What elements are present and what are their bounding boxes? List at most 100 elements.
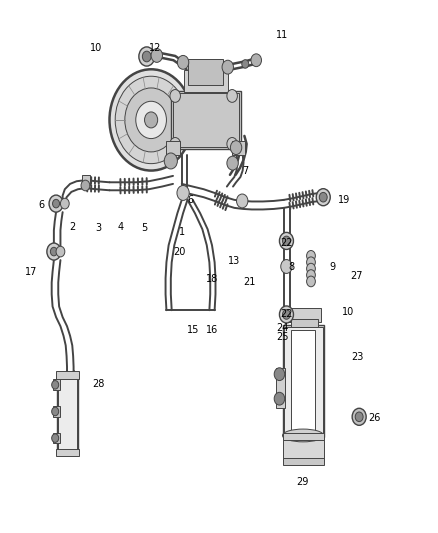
Text: 26: 26: [368, 414, 381, 423]
Text: 1: 1: [179, 227, 185, 237]
Text: 27: 27: [351, 271, 363, 280]
Bar: [288, 308, 321, 322]
Bar: [58, 378, 77, 453]
Circle shape: [151, 49, 162, 62]
Bar: [284, 327, 323, 435]
Circle shape: [60, 198, 69, 209]
Circle shape: [52, 407, 59, 416]
Text: 29: 29: [296, 478, 308, 487]
Bar: [173, 93, 239, 147]
Circle shape: [316, 189, 330, 206]
Circle shape: [53, 199, 60, 208]
Circle shape: [307, 276, 315, 287]
Bar: [291, 330, 315, 434]
Bar: [53, 379, 60, 390]
Text: 17: 17: [25, 267, 37, 277]
Circle shape: [227, 90, 237, 102]
Bar: [283, 458, 324, 465]
Circle shape: [355, 412, 363, 422]
Circle shape: [307, 251, 315, 261]
Circle shape: [177, 55, 189, 69]
Ellipse shape: [125, 88, 177, 152]
Circle shape: [251, 54, 261, 67]
Ellipse shape: [136, 101, 166, 139]
Text: 6: 6: [39, 200, 45, 210]
Circle shape: [279, 306, 293, 323]
Circle shape: [222, 60, 233, 74]
Bar: [188, 59, 223, 85]
Circle shape: [281, 260, 292, 273]
Text: 10: 10: [90, 43, 102, 53]
Text: 21: 21: [244, 278, 256, 287]
Text: 15: 15: [187, 326, 199, 335]
Bar: [57, 377, 78, 454]
Circle shape: [227, 156, 238, 170]
Bar: [184, 70, 228, 92]
Bar: [56, 449, 79, 456]
Text: 6: 6: [187, 195, 194, 205]
Text: 23: 23: [351, 352, 363, 362]
Text: 2: 2: [69, 222, 75, 231]
Bar: [291, 319, 318, 327]
Text: 25: 25: [276, 332, 289, 342]
Circle shape: [242, 60, 249, 68]
Text: 20: 20: [173, 247, 186, 257]
Text: 28: 28: [92, 379, 105, 389]
Circle shape: [227, 138, 237, 150]
Text: 18: 18: [206, 274, 219, 284]
Circle shape: [274, 368, 285, 381]
Circle shape: [279, 232, 293, 249]
Ellipse shape: [115, 76, 187, 164]
Circle shape: [319, 192, 327, 202]
Bar: [171, 91, 241, 149]
Text: 4: 4: [117, 222, 124, 231]
Bar: [232, 141, 245, 155]
Circle shape: [47, 243, 61, 260]
Text: 11: 11: [276, 30, 289, 39]
Text: 13: 13: [228, 256, 240, 266]
Text: 3: 3: [95, 223, 102, 233]
Circle shape: [307, 257, 315, 268]
Text: 22: 22: [281, 310, 293, 319]
Text: 22: 22: [281, 238, 293, 247]
Circle shape: [307, 270, 315, 280]
Text: 8: 8: [288, 262, 294, 271]
Text: 9: 9: [330, 262, 336, 271]
Circle shape: [81, 180, 90, 191]
Circle shape: [139, 47, 155, 66]
Circle shape: [164, 153, 177, 169]
Circle shape: [170, 90, 180, 102]
Bar: [276, 368, 285, 408]
Circle shape: [49, 195, 63, 212]
Ellipse shape: [145, 112, 158, 128]
Circle shape: [142, 51, 151, 62]
Ellipse shape: [283, 429, 324, 442]
Circle shape: [56, 246, 65, 257]
Bar: [82, 175, 90, 185]
Circle shape: [52, 381, 59, 389]
Circle shape: [283, 236, 290, 246]
Bar: [166, 141, 180, 155]
Bar: [283, 433, 324, 440]
Circle shape: [237, 194, 248, 208]
Circle shape: [52, 434, 59, 442]
Text: 16: 16: [206, 326, 219, 335]
Circle shape: [230, 141, 242, 155]
Circle shape: [352, 408, 366, 425]
Circle shape: [307, 263, 315, 274]
Bar: [53, 406, 60, 417]
Bar: [56, 371, 79, 379]
Text: 24: 24: [276, 323, 289, 333]
Circle shape: [283, 310, 290, 319]
Circle shape: [274, 392, 285, 405]
Text: 7: 7: [242, 166, 248, 175]
Text: 19: 19: [338, 195, 350, 205]
Circle shape: [170, 138, 180, 150]
Text: 10: 10: [342, 307, 354, 317]
Text: 12: 12: [149, 43, 162, 53]
Ellipse shape: [110, 69, 193, 171]
Bar: [283, 435, 324, 461]
Bar: [53, 433, 60, 443]
Circle shape: [50, 247, 57, 256]
Text: 5: 5: [141, 223, 148, 233]
